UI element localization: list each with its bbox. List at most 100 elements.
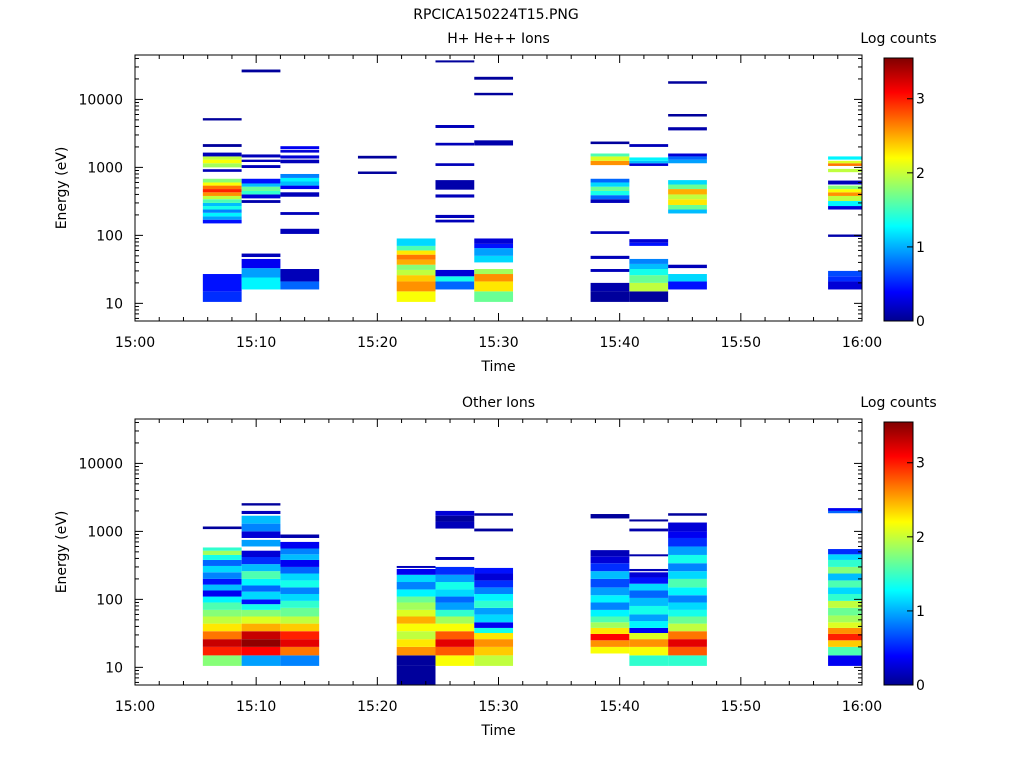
heat-cell xyxy=(474,76,514,80)
y-tick-label: 10 xyxy=(105,296,123,312)
heat-cell xyxy=(828,195,862,202)
heat-cell xyxy=(590,602,630,610)
heat-cell xyxy=(590,587,630,596)
heat-cell xyxy=(629,275,669,283)
heat-cell xyxy=(474,655,514,666)
heat-cell xyxy=(629,163,669,166)
heat-cell xyxy=(202,189,242,193)
heat-cell xyxy=(828,180,862,185)
heat-cell xyxy=(668,281,707,290)
heat-cell xyxy=(241,564,281,572)
heat-cell xyxy=(396,609,436,617)
heat-cell xyxy=(668,554,707,564)
heat-cell xyxy=(280,155,320,159)
heat-cell xyxy=(396,602,436,610)
heat-cell xyxy=(202,152,242,157)
heat-cell xyxy=(828,554,862,560)
colorbar-frame xyxy=(883,57,914,322)
heat-cell xyxy=(202,274,242,292)
heat-cell xyxy=(396,264,436,270)
heat-cell xyxy=(241,623,281,632)
heat-cell xyxy=(202,169,242,172)
heat-cell xyxy=(241,646,281,656)
colorbar-tick-label: 3 xyxy=(916,92,925,108)
heat-cell xyxy=(828,160,862,164)
heat-cell xyxy=(280,281,320,290)
colorbar-gradient xyxy=(884,422,913,685)
heat-cell xyxy=(396,275,436,282)
heat-cell xyxy=(435,655,475,666)
heat-cell xyxy=(396,655,436,666)
heat-cell xyxy=(202,199,242,203)
heat-cell xyxy=(241,539,281,547)
heat-cell xyxy=(828,566,862,574)
heat-cell xyxy=(202,212,242,217)
heat-cell xyxy=(474,639,514,647)
heat-cell xyxy=(668,646,707,656)
heat-cell xyxy=(474,567,514,574)
x-tick-label: 15:00 xyxy=(115,335,155,351)
heat-cell xyxy=(435,214,475,219)
colorbar-tick-label: 3 xyxy=(916,456,925,472)
heat-cell xyxy=(590,627,630,634)
heat-cell xyxy=(396,582,436,590)
x-tick-label: 15:40 xyxy=(599,335,639,351)
heat-cell xyxy=(590,186,630,191)
heat-cell xyxy=(629,590,669,598)
y-tick-label: 100 xyxy=(96,592,123,608)
x-tick-label: 15:20 xyxy=(357,335,397,351)
heat-cell xyxy=(668,639,707,647)
heat-cell xyxy=(668,180,707,185)
heat-cell xyxy=(202,602,242,610)
heat-cell xyxy=(241,277,281,290)
heat-cell xyxy=(474,528,514,532)
heat-cell xyxy=(668,602,707,610)
panel-1: H+ He++ Ions 15:00 15:10 15:20 15:30 15:40 15:… xyxy=(54,31,937,375)
heat-cell xyxy=(435,281,475,290)
heat-cell xyxy=(241,253,281,258)
heat-cell xyxy=(202,547,242,551)
heat-cell xyxy=(396,646,436,656)
heat-cell xyxy=(280,580,320,588)
heat-cell xyxy=(828,615,862,623)
heat-cell xyxy=(241,639,281,647)
heat-cell xyxy=(241,194,281,199)
heat-cell xyxy=(202,192,242,196)
colorbar-label: Log counts xyxy=(860,395,936,411)
heat-cell xyxy=(280,212,320,215)
heat-cell xyxy=(241,154,281,158)
y-tick-label: 1000 xyxy=(87,160,123,176)
heat-cell xyxy=(435,582,475,590)
heat-cell xyxy=(629,258,669,264)
heat-cell xyxy=(668,209,707,214)
heat-cell xyxy=(202,144,242,147)
heat-cell xyxy=(629,269,669,276)
heat-cell xyxy=(828,163,862,166)
heat-cell xyxy=(668,81,707,84)
x-tick-label: 15:50 xyxy=(721,335,761,351)
heat-cell xyxy=(202,646,242,656)
heat-cell xyxy=(828,559,862,567)
x-tick-label: 15:00 xyxy=(115,699,155,715)
heat-cell xyxy=(280,655,320,666)
heat-cell xyxy=(590,231,630,234)
heat-cell xyxy=(435,276,475,282)
heat-cell xyxy=(590,255,630,259)
y-axis-label: Energy (eV) xyxy=(54,511,70,594)
heat-cell xyxy=(241,557,281,565)
heat-cell xyxy=(435,596,475,603)
heat-cell xyxy=(668,264,707,269)
heat-cell xyxy=(828,646,862,656)
heat-cell xyxy=(629,639,669,647)
heat-cell xyxy=(590,160,630,166)
heat-cell xyxy=(590,141,630,145)
colorbar-tick-label: 2 xyxy=(916,530,925,546)
heat-cell xyxy=(590,269,630,272)
x-tick-label: 16:00 xyxy=(842,335,882,351)
heat-cell xyxy=(241,571,281,579)
heat-cell xyxy=(474,600,514,608)
heat-cell xyxy=(828,640,862,647)
y-tick-label: 10000 xyxy=(78,92,123,108)
heat-cell xyxy=(435,163,475,166)
heat-cell xyxy=(590,291,630,302)
